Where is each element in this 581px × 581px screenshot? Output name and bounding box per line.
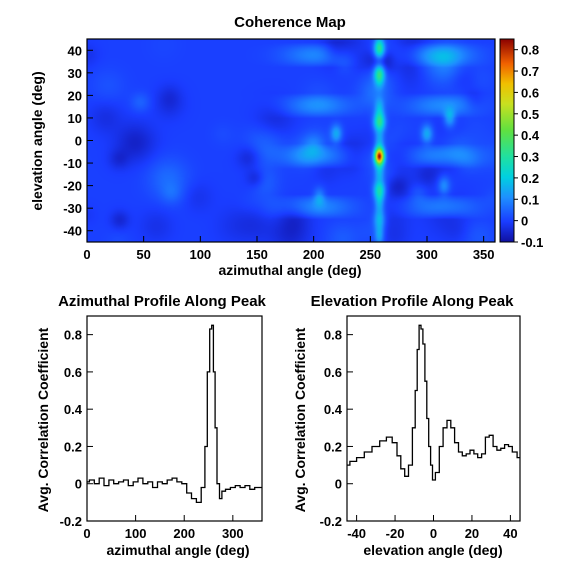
colorbar-tick-label: 0.3 [521,150,539,165]
colorbar-tick-label: 0.6 [521,85,539,100]
colorbar-tick-label: 0.5 [521,107,539,122]
azimuthal-profile-y-tick-label: 0.8 [64,328,82,343]
heatmap-y-tick-label: 10 [68,111,82,126]
elevation-profile-y-tick-label: 0.6 [324,365,342,380]
elevation-profile-x-label: elevation angle (deg) [363,542,502,558]
elevation-profile-y-label: Avg. Correlation Coefficient [292,327,308,512]
heatmap-y-tick-label: -30 [63,201,82,216]
azimuthal-profile-x-tick-label: 0 [83,526,90,541]
heatmap-image [87,39,495,242]
heatmap-x-tick-label: 100 [189,247,211,262]
heatmap-y-label: elevation angle (deg) [29,71,45,210]
colorbar-tick-label: -0.1 [521,235,543,250]
heatmap-y-tick-label: 0 [75,134,82,149]
elevation-profile-series [347,324,520,481]
elevation-profile-ticks: -40 -20 0 20 40 0.8 0.6 0.4 0.2 0 -0.2 [320,328,518,541]
heatmap-x-tick-label: 200 [303,247,325,262]
azimuthal-profile-x-tick-label: 300 [222,526,244,541]
heatmap-x-tick-label: 50 [136,247,150,262]
heatmap-x-tick-label: 350 [473,247,495,262]
elevation-profile-x-tick-label: -20 [386,526,405,541]
elevation-profile-y-tick-label: -0.2 [320,514,342,529]
elevation-profile-title: Elevation Profile Along Peak [311,293,514,310]
azimuthal-profile-title: Azimuthal Profile Along Peak [58,293,266,310]
elevation-profile-y-tick-label: 0.8 [324,328,342,343]
elevation-profile-x-tick-label: 40 [503,526,517,541]
azimuthal-profile-y-tick-label: 0 [75,477,82,492]
elevation-profile-x-tick-label: 20 [465,526,479,541]
azimuthal-profile-y-tick-label: -0.2 [60,514,82,529]
azimuthal-profile-line [87,324,262,504]
elevation-profile-y-tick-label: 0.2 [324,439,342,454]
elevation-profile-x-tick-label: -40 [347,526,366,541]
colorbar-tick-label: 0.1 [521,192,539,207]
colorbar-tick-label: 0.7 [521,64,539,79]
azimuthal-profile-series [87,324,262,504]
azimuthal-profile-y-tick-label: 0.4 [64,402,83,417]
heatmap-y-tick-label: -20 [63,179,82,194]
elevation-profile-y-tick-label: 0.4 [324,402,343,417]
colorbar-tick-label: 0.2 [521,171,539,186]
heatmap-x-tick-label: 300 [416,247,438,262]
heatmap-y-tick-label: 40 [68,43,82,58]
heatmap-y-tick-label: -10 [63,156,82,171]
colorbar-tick-label: 0.4 [521,128,540,143]
heatmap-title: Coherence Map [234,14,346,31]
azimuthal-profile-x-tick-label: 100 [125,526,147,541]
azimuthal-profile-x-tick-label: 200 [173,526,195,541]
azimuthal-profile-y-tick-label: 0.6 [64,365,82,380]
heatmap-x-tick-label: 150 [246,247,268,262]
heatmap-x-tick-label: 250 [359,247,381,262]
heatmap-y-tick-label: 30 [68,66,82,81]
azimuthal-profile-y-tick-label: 0.2 [64,439,82,454]
heatmap-y-tick-label: -40 [63,224,82,239]
azimuthal-profile-y-label: Avg. Correlation Coefficient [35,327,51,512]
elevation-profile-x-tick-label: 0 [430,526,437,541]
colorbar-ticks: 0.8 0.7 0.6 0.5 0.4 0.3 0.2 0.1 0 -0.1 [514,43,543,250]
colorbar-tick-label: 0.8 [521,43,539,58]
azimuthal-profile-frame [86,315,263,522]
heatmap-x-label: azimuthal angle (deg) [218,262,361,278]
colorbar-tick-label: 0 [521,214,528,229]
elevation-profile-line [347,324,520,481]
elevation-profile-frame [346,315,521,522]
azimuthal-profile-x-label: azimuthal angle (deg) [106,542,249,558]
heatmap-y-ticks: 40 30 20 10 0 -10 -20 -30 -40 [63,43,93,239]
heatmap-y-tick-label: 20 [68,88,82,103]
elevation-profile-y-tick-label: 0 [335,477,342,492]
colorbar [499,38,515,243]
heatmap-x-ticks: 0 50 100 150 200 250 300 350 [83,236,495,262]
heatmap-x-tick-label: 0 [83,247,90,262]
